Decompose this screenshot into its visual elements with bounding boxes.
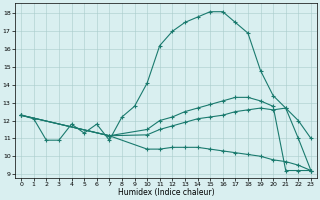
X-axis label: Humidex (Indice chaleur): Humidex (Indice chaleur) <box>118 188 214 197</box>
